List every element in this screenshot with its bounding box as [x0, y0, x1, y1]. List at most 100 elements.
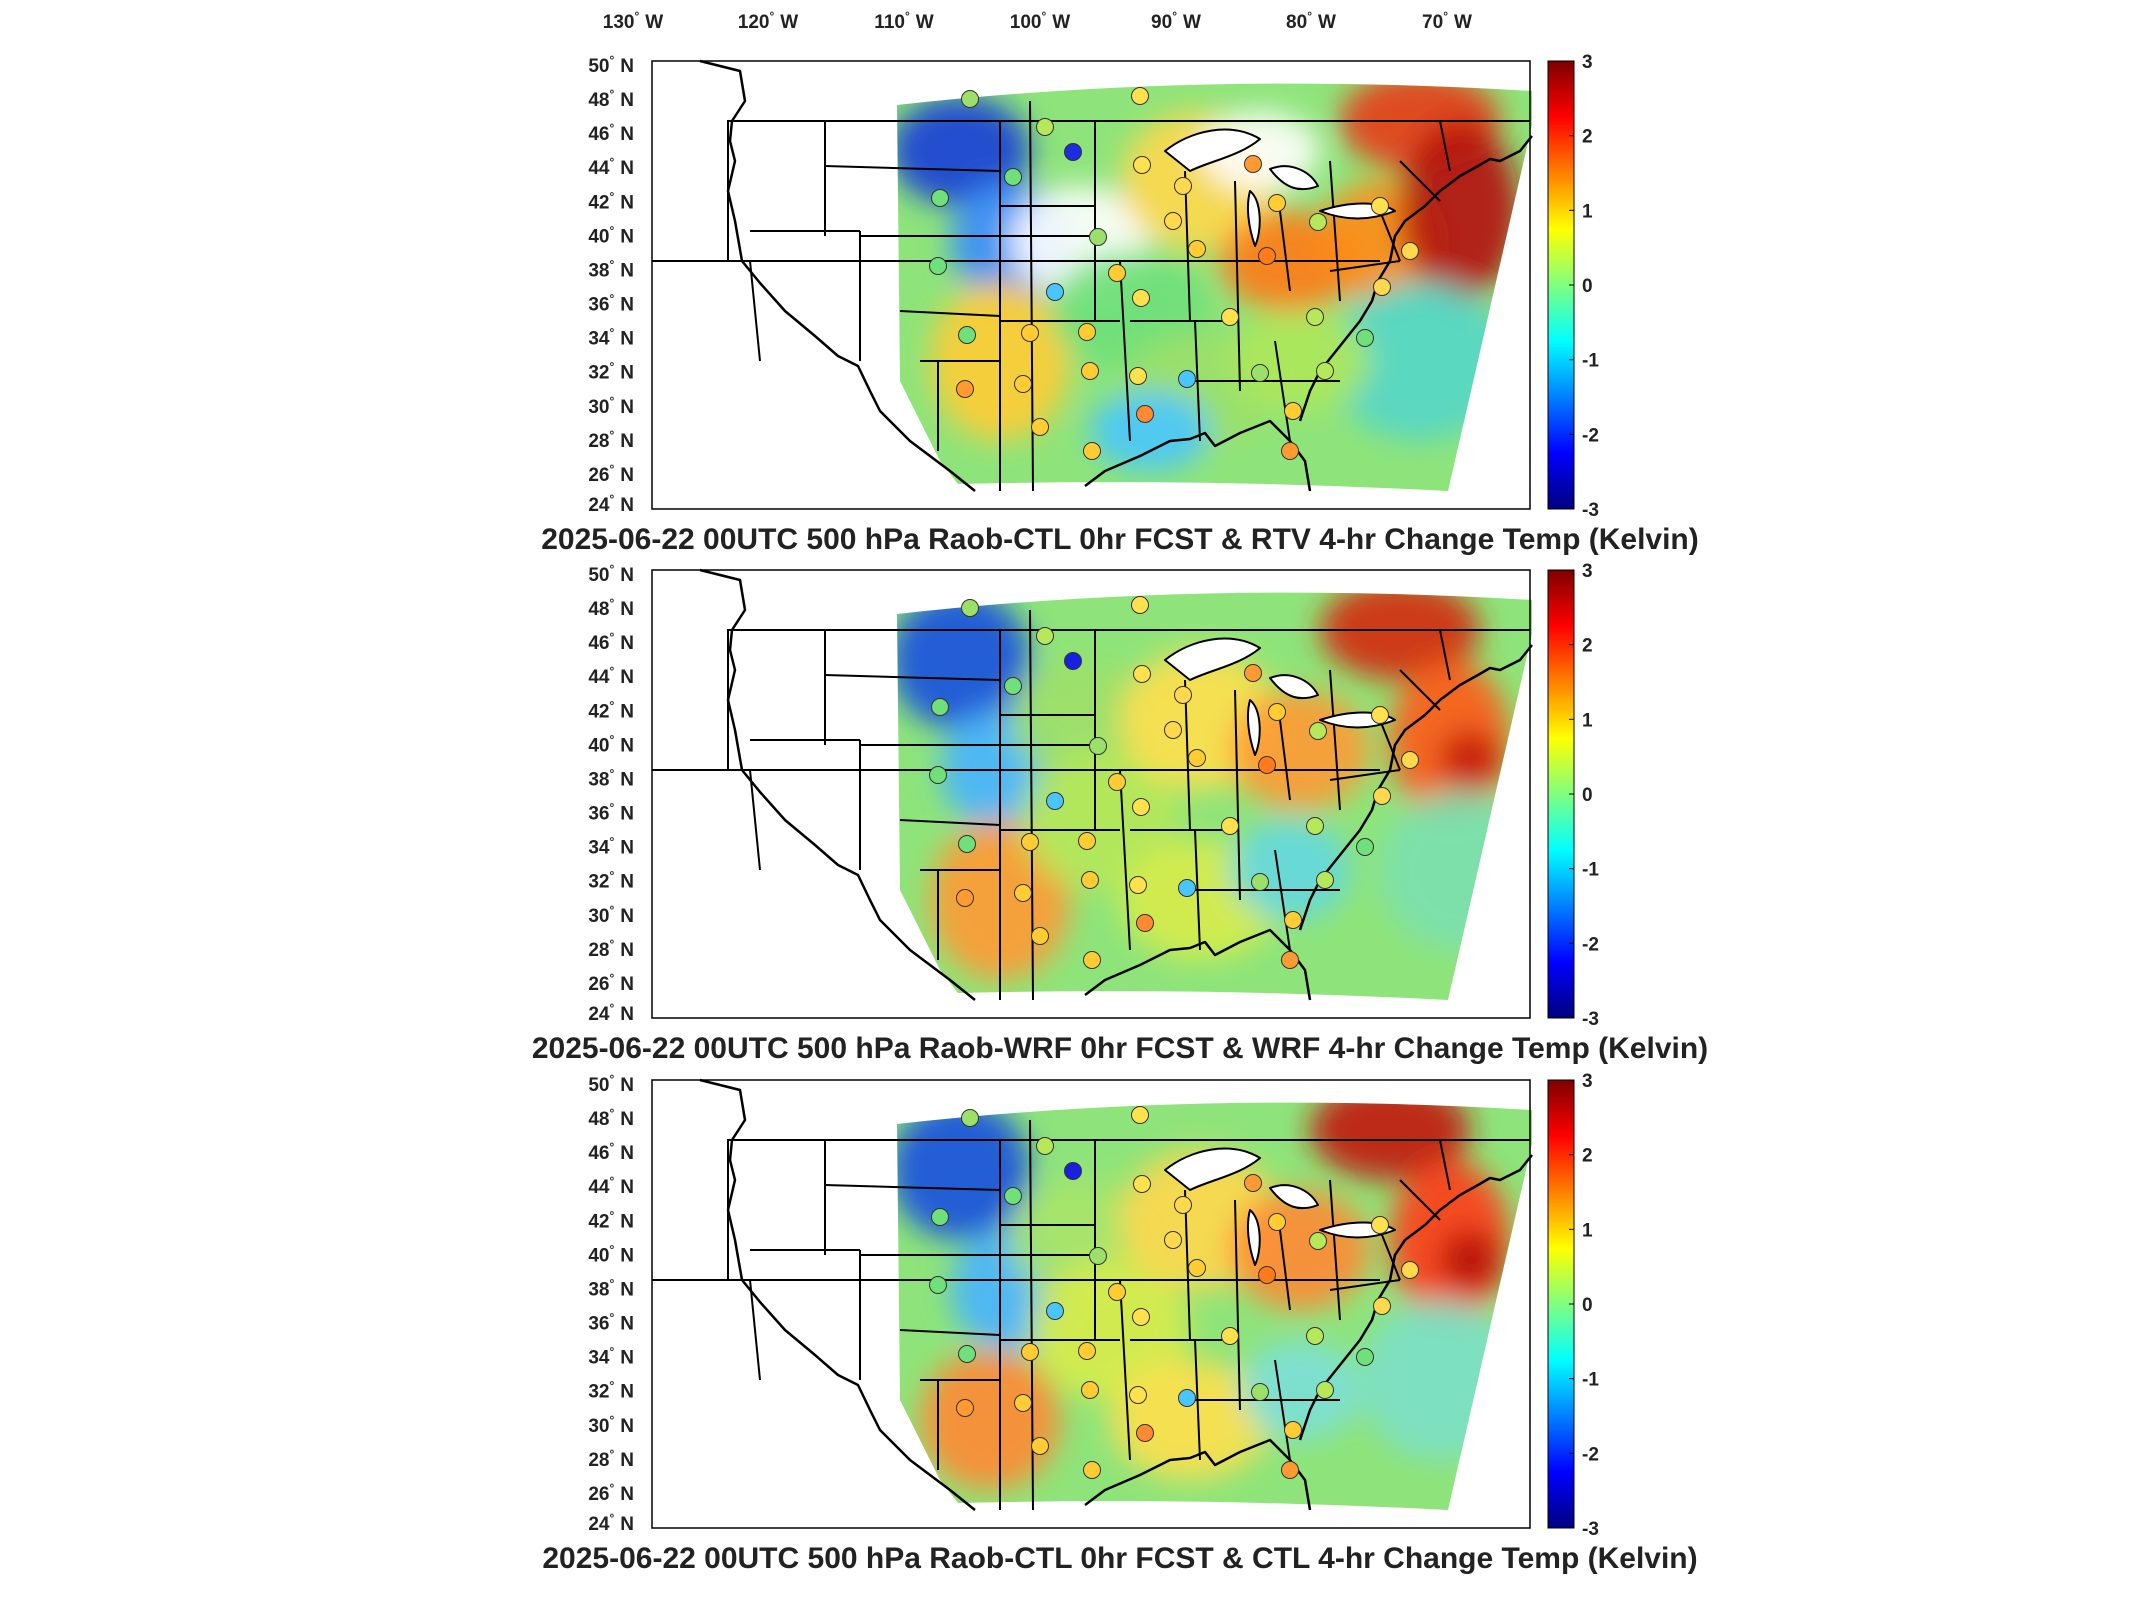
state-border — [824, 674, 1001, 681]
station-marker — [1306, 817, 1324, 835]
latitude-label: 30° N — [588, 1413, 634, 1437]
latitude-labels: 50° N 48° N 46° N 44° N 42° N 40° N 38° N 36° N 34° N 32° N… — [588, 1072, 634, 1535]
colorbar-tick-label: -1 — [1582, 1370, 1599, 1391]
latitude-label: 38° N — [588, 1276, 634, 1300]
station-marker — [1036, 1137, 1054, 1155]
great-lakes — [1164, 1147, 1396, 1266]
station-marker — [1356, 838, 1374, 856]
field-blob — [1010, 660, 1150, 780]
station-marker — [1174, 686, 1192, 704]
latitude-label: 50° N — [588, 1072, 634, 1096]
colorbar: 3 2 1 0 -1 -2 -3 — [1547, 52, 1599, 521]
latitude-label: 28° N — [588, 428, 634, 452]
station-marker — [1268, 194, 1286, 212]
station-marker — [956, 1399, 974, 1417]
latitude-label: 26° N — [588, 462, 634, 486]
state-border — [1184, 679, 1191, 831]
state-border — [1274, 849, 1291, 951]
station-marker — [1133, 156, 1151, 174]
colorbar-tick-label: -2 — [1582, 1444, 1599, 1465]
state-border — [899, 310, 1001, 317]
latitude-label: 40° N — [588, 1242, 634, 1266]
station-marker — [956, 380, 974, 398]
station-marker — [1014, 375, 1032, 393]
station-marker — [1164, 1231, 1182, 1249]
state-border — [1119, 769, 1131, 951]
field-blob — [920, 1350, 1060, 1490]
station-marker — [1031, 418, 1049, 436]
station-marker — [1004, 168, 1022, 186]
latitude-label: 32° N — [588, 1379, 634, 1403]
station-marker — [1108, 773, 1126, 791]
station-marker — [1064, 1162, 1082, 1180]
latitude-label: 50° N — [588, 53, 634, 77]
station-marker — [1132, 289, 1150, 307]
longitude-label: 70° W — [1422, 9, 1472, 33]
station-marker — [1306, 308, 1324, 326]
latitude-label: 46° N — [588, 1140, 634, 1164]
station-marker — [1036, 118, 1054, 136]
state-border — [1399, 160, 1441, 202]
state-border — [1234, 1199, 1241, 1411]
latitude-label: 48° N — [588, 87, 634, 111]
longitude-label: 80° W — [1286, 9, 1336, 33]
station-marker — [1132, 798, 1150, 816]
field-blob — [1400, 121, 1520, 301]
latitude-label: 28° N — [588, 1447, 634, 1471]
station-marker — [1373, 1297, 1391, 1315]
station-marker — [1356, 329, 1374, 347]
station-marker — [1004, 677, 1022, 695]
map-frame — [651, 1079, 1531, 1529]
latitude-label: 34° N — [588, 835, 634, 859]
colorbar-tick-label: 1 — [1582, 201, 1593, 222]
station-marker — [1401, 1261, 1419, 1279]
colorbar-tick-label: -2 — [1582, 934, 1599, 955]
field-blob — [1330, 281, 1510, 441]
state-border — [1329, 1179, 1341, 1321]
station-marker — [1251, 364, 1269, 382]
colorbar-tick-label: 1 — [1582, 710, 1593, 731]
station-marker — [1401, 242, 1419, 260]
station-marker — [1188, 749, 1206, 767]
panel-title: 2025-06-22 00UTC 500 hPa Raob-CTL 0hr FC… — [542, 1542, 1697, 1575]
station-marker — [1021, 833, 1039, 851]
state-border — [1234, 180, 1241, 392]
latitude-label: 36° N — [588, 292, 634, 316]
station-marker — [1174, 1196, 1192, 1214]
latitude-label: 44° N — [588, 1174, 634, 1198]
station-marker — [1244, 155, 1262, 173]
latitude-label: 32° N — [588, 360, 634, 384]
longitude-label: 130° W — [603, 9, 664, 33]
station-marker — [1014, 1394, 1032, 1412]
station-marker — [1356, 1348, 1374, 1366]
state-border — [1379, 719, 1401, 771]
station-marker — [1281, 951, 1299, 969]
station-marker — [1136, 405, 1154, 423]
station-marker — [961, 1109, 979, 1127]
station-marker — [1081, 362, 1099, 380]
field-blob — [1030, 1260, 1190, 1400]
station-marker — [1284, 402, 1302, 420]
station-marker — [958, 835, 976, 853]
station-marker — [1268, 703, 1286, 721]
latitude-label: 34° N — [588, 326, 634, 350]
station-marker — [1268, 1213, 1286, 1231]
great-lakes — [1164, 128, 1396, 247]
field-blob — [897, 592, 1030, 730]
station-marker — [1174, 177, 1192, 195]
state-border — [1399, 1179, 1441, 1221]
latitude-label: 40° N — [588, 732, 634, 756]
station-marker — [1306, 1327, 1324, 1345]
colorbar-tick-label: -3 — [1582, 500, 1599, 521]
colorbar-tick-label: 3 — [1582, 52, 1593, 73]
colorbar-tick-label: 0 — [1582, 785, 1593, 806]
latitude-label: 24° N — [588, 1511, 634, 1535]
station-marker — [1244, 664, 1262, 682]
panel-ctl-change: 50° N 48° N 46° N 44° N 42° N 40° N 38° N 36° N 34° N 32° N… — [542, 1071, 1697, 1575]
station-marker — [1031, 927, 1049, 945]
station-marker — [1129, 876, 1147, 894]
state-border — [1194, 829, 1201, 951]
station-marker — [1078, 832, 1096, 850]
latitude-label: 50° N — [588, 562, 634, 586]
raob-stations — [929, 596, 1419, 969]
